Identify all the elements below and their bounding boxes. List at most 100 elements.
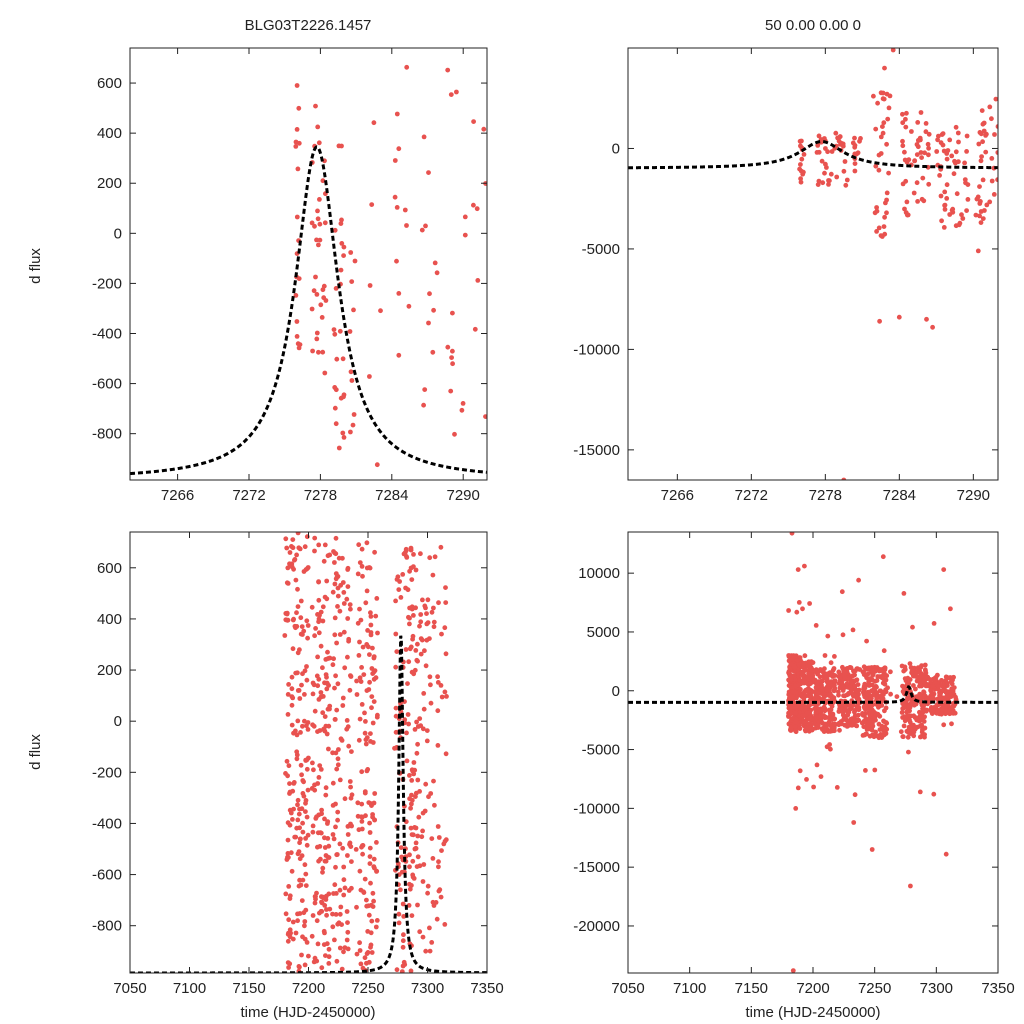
data-point: [320, 665, 325, 671]
data-point: [285, 960, 291, 965]
data-point: [862, 732, 867, 738]
data-point: [345, 654, 350, 660]
data-point: [920, 175, 926, 181]
data-point: [884, 673, 890, 679]
data-point: [372, 549, 377, 555]
data-point: [332, 405, 338, 411]
data-point: [799, 156, 805, 162]
data-point: [358, 617, 364, 623]
data-point: [341, 601, 347, 606]
data-point: [316, 616, 322, 622]
data-point: [411, 552, 416, 557]
data-point: [316, 579, 321, 585]
data-point: [335, 585, 341, 591]
data-point: [283, 911, 289, 917]
data-point: [885, 685, 890, 691]
data-points: [293, 64, 487, 468]
data-point: [799, 693, 804, 699]
data-point: [300, 877, 306, 883]
data-point: [325, 854, 331, 860]
data-point: [362, 955, 368, 961]
data-point: [930, 684, 936, 689]
data-point: [368, 632, 374, 638]
data-point: [408, 547, 414, 553]
data-point: [801, 152, 807, 157]
data-point: [877, 668, 882, 674]
data-point: [293, 577, 299, 583]
data-point: [931, 676, 936, 682]
data-point: [866, 719, 872, 725]
data-point: [402, 207, 408, 213]
data-point: [350, 422, 356, 428]
data-point: [426, 794, 431, 800]
data-point: [944, 707, 949, 713]
data-point: [341, 864, 347, 870]
data-point: [412, 727, 418, 732]
data-point: [424, 728, 430, 733]
data-point: [863, 706, 868, 712]
data-point: [957, 220, 963, 226]
data-point: [309, 306, 315, 312]
data-point: [368, 731, 373, 736]
data-point: [316, 697, 322, 702]
data-point: [367, 283, 373, 288]
data-point: [873, 163, 879, 169]
data-point: [443, 585, 448, 590]
data-point: [396, 291, 402, 296]
data-point: [336, 747, 341, 752]
x-tick-label: 7150: [232, 980, 265, 997]
data-point: [296, 140, 302, 146]
data-point: [427, 925, 432, 931]
data-point: [348, 369, 354, 375]
data-point: [332, 937, 337, 943]
data-point: [324, 681, 330, 686]
data-point: [881, 224, 887, 230]
data-point: [298, 730, 303, 735]
data-point: [355, 813, 361, 819]
data-point: [827, 715, 833, 720]
data-point: [351, 412, 357, 417]
data-point: [304, 766, 310, 772]
data-point: [861, 686, 866, 692]
data-point: [313, 894, 318, 899]
data-point: [409, 778, 415, 783]
data-point: [421, 691, 427, 696]
data-point: [429, 940, 435, 945]
data-point: [906, 749, 911, 755]
data-point: [805, 703, 811, 709]
data-point: [320, 869, 325, 875]
data-point: [320, 604, 326, 610]
data-point: [294, 756, 300, 762]
data-point: [442, 689, 448, 695]
data-point: [286, 682, 291, 687]
data-point: [393, 598, 398, 604]
data-point: [907, 719, 913, 725]
data-point: [922, 150, 927, 156]
data-point: [830, 674, 836, 679]
data-point: [326, 954, 332, 960]
data-point: [420, 810, 426, 816]
data-point: [411, 613, 416, 618]
data-point: [842, 159, 848, 164]
data-point: [394, 258, 399, 264]
data-point: [284, 545, 290, 551]
data-point: [354, 951, 360, 957]
data-point: [903, 116, 908, 122]
data-point: [962, 177, 968, 183]
data-point: [421, 134, 427, 140]
data-point: [295, 817, 301, 823]
data-point: [949, 704, 955, 710]
y-tick-label: 0: [114, 225, 122, 242]
data-point: [363, 719, 368, 724]
data-point: [481, 126, 487, 132]
data-point: [786, 658, 792, 664]
data-point: [393, 631, 399, 637]
data-point: [347, 779, 353, 784]
data-point: [908, 731, 914, 736]
data-point: [353, 847, 359, 852]
data-point: [375, 630, 380, 636]
data-point: [922, 662, 928, 668]
data-point: [300, 671, 305, 677]
data-point: [340, 430, 346, 436]
data-point: [934, 149, 940, 154]
